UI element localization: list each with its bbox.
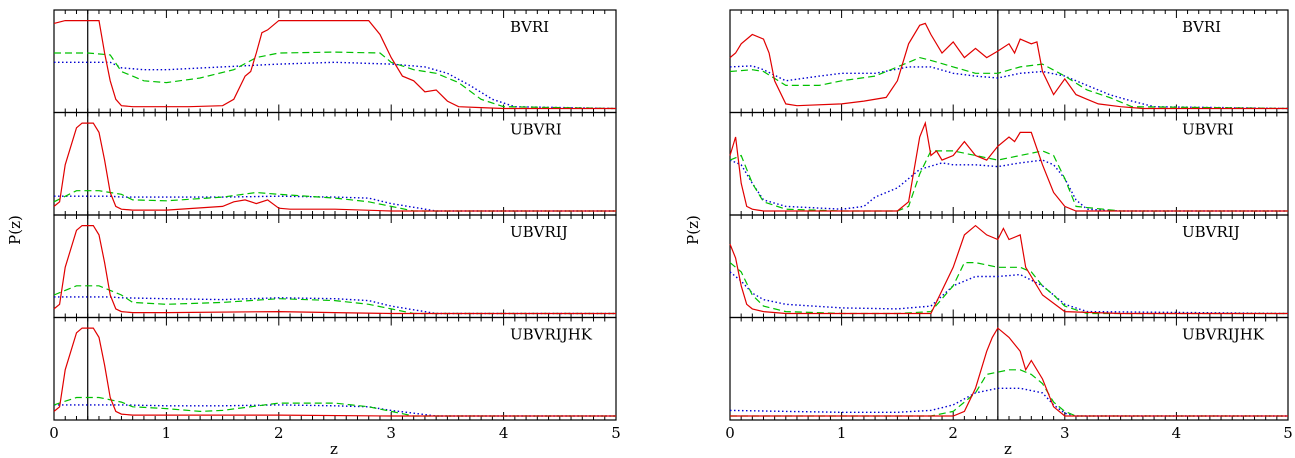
series-solid-line: [53, 327, 616, 417]
series-dashed-line: [729, 150, 1288, 212]
series-dotted-line: [54, 296, 616, 315]
x-tick-label: 1: [162, 424, 172, 442]
x-tick-label: 2: [948, 424, 958, 442]
series-dashed-line: [54, 51, 617, 110]
panel-ubvrijhk: UBVRIJHK: [53, 316, 617, 421]
panel-ubvrij: UBVRIJ: [53, 214, 617, 319]
panel-label: BVRI: [1182, 18, 1221, 36]
series-solid-line: [53, 20, 616, 110]
series-dotted-line: [729, 65, 1289, 110]
series-dashed-line: [729, 262, 1288, 315]
series-dotted-line: [729, 271, 1289, 315]
x-tick-label: 5: [611, 424, 621, 442]
x-tick-label: 3: [386, 424, 396, 442]
panel-label: UBVRI: [510, 121, 562, 139]
series-dashed-line: [730, 369, 1288, 417]
x-tick-label: 0: [49, 424, 59, 442]
panel-label: UBVRIJ: [1182, 223, 1240, 241]
series-solid-line: [729, 120, 1288, 212]
panel-bvri: BVRI: [53, 9, 617, 114]
panel-bvri: BVRI: [729, 9, 1289, 114]
series-dashed-line: [53, 190, 616, 212]
series-dotted-line: [54, 61, 617, 110]
left-chart: BVRI UBVRI UBVRIJ UBVRIJHK 0 1 2 3 4 5: [49, 9, 621, 442]
series-dotted-line: [729, 159, 1288, 212]
x-tick-label: 4: [499, 424, 509, 442]
x-tick-label: 2: [274, 424, 284, 442]
x-tick-label: 5: [1283, 424, 1293, 442]
panel-ubvri: UBVRI: [729, 111, 1289, 216]
y-axis-label-right: P(z): [684, 215, 702, 245]
x-axis-label-right: z: [1004, 440, 1012, 458]
series-dotted-line: [54, 404, 616, 417]
panel-label: BVRI: [510, 18, 549, 36]
x-axis-label-left: z: [330, 440, 338, 458]
panel-label: UBVRIJ: [510, 223, 568, 241]
series-dashed-line: [729, 56, 1289, 110]
panel-label: UBVRIJHK: [1182, 326, 1265, 344]
y-axis-label-left: P(z): [6, 215, 24, 245]
series-solid-line: [53, 122, 616, 212]
x-tick-label: 0: [725, 424, 735, 442]
series-dashed-line: [53, 396, 616, 417]
right-chart: BVRI UBVRI UBVRIJ UBVRIJHK 0 1 2 3 4 5: [725, 9, 1293, 442]
x-tick-label: 4: [1172, 424, 1182, 442]
x-tick-label: 1: [837, 424, 847, 442]
panel-ubvrij: UBVRIJ: [729, 214, 1289, 319]
series-solid-line: [729, 22, 1288, 110]
panel-label: UBVRI: [1182, 121, 1234, 139]
series-solid-line: [730, 327, 1288, 417]
panel-ubvrijhk: UBVRIJHK: [729, 316, 1289, 421]
series-dotted-line: [729, 387, 1288, 417]
x-tick-label: 3: [1060, 424, 1070, 442]
series-solid-line: [729, 224, 1288, 315]
panel-ubvri: UBVRI: [53, 111, 617, 216]
panel-label: UBVRIJHK: [510, 326, 593, 344]
series-dashed-line: [53, 285, 616, 315]
series-solid-line: [53, 225, 616, 315]
